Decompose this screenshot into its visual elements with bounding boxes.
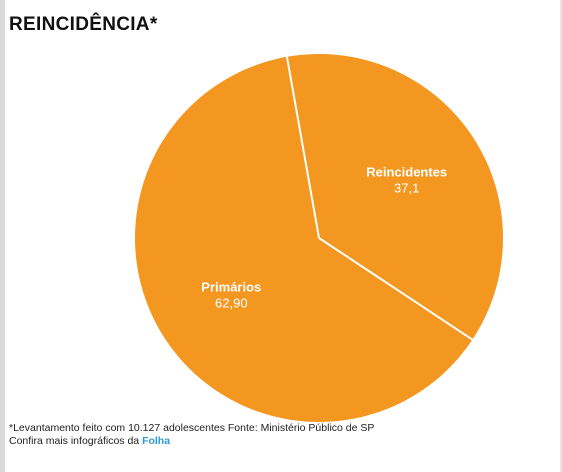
slice-value-primarios: 62,90 <box>215 296 248 311</box>
footnote: *Levantamento feito com 10.127 adolescen… <box>9 422 375 434</box>
slice-separator <box>318 237 474 342</box>
slice-label-reincidentes: Reincidentes <box>366 165 447 180</box>
credit-prefix: Confira mais infográficos da <box>9 435 143 447</box>
pie-slice-reincidentes <box>286 53 504 340</box>
slice-label-primarios: Primários <box>201 280 261 295</box>
slice-value-reincidentes: 37,1 <box>394 181 419 196</box>
pie-slice-primarios <box>135 56 473 422</box>
left-border <box>0 0 5 472</box>
slice-separator <box>285 55 320 239</box>
right-border <box>560 0 562 472</box>
chart-title: REINCIDÊNCIA* <box>9 14 158 35</box>
folha-link[interactable]: Folha <box>142 435 171 447</box>
credit-line: Confira mais infográficos da Folha <box>9 435 170 448</box>
